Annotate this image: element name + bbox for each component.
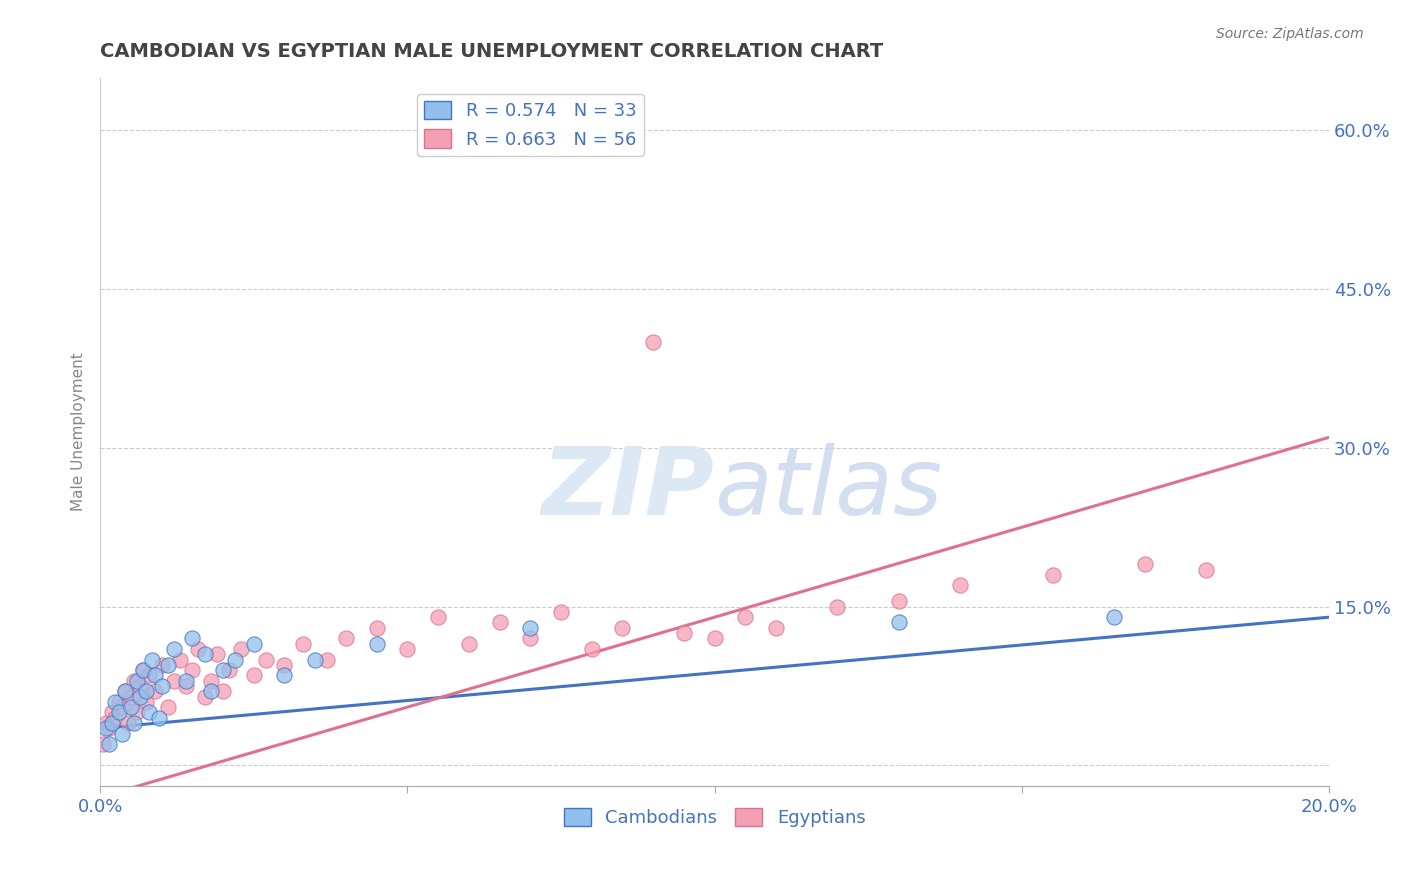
Text: CAMBODIAN VS EGYPTIAN MALE UNEMPLOYMENT CORRELATION CHART: CAMBODIAN VS EGYPTIAN MALE UNEMPLOYMENT … [100,42,883,61]
Point [643,335,665,350]
Point [111,700,134,714]
Point [242,668,264,682]
Point [150,679,173,693]
Legend: Cambodians, Egyptians: Cambodians, Egyptians [557,800,873,834]
Point [129,690,152,704]
Point [335,632,357,646]
Point [949,578,972,592]
Point [550,605,572,619]
Point [231,642,253,657]
Point [887,594,910,608]
Point [612,621,634,635]
Point [765,621,787,635]
Point [242,637,264,651]
Point [218,663,240,677]
Point [148,711,170,725]
Point [120,690,142,704]
Y-axis label: Male Unemployment: Male Unemployment [72,352,86,511]
Point [581,642,603,657]
Point [122,716,145,731]
Point [174,673,197,688]
Point [273,668,295,682]
Point [1102,610,1125,624]
Point [396,642,419,657]
Point [194,647,217,661]
Point [200,673,222,688]
Point [104,695,127,709]
Point [98,737,121,751]
Point [427,610,450,624]
Point [107,695,129,709]
Point [129,679,152,693]
Point [122,673,145,688]
Point [138,668,160,682]
Point [273,657,295,672]
Point [187,642,209,657]
Point [163,642,186,657]
Point [181,632,204,646]
Text: Source: ZipAtlas.com: Source: ZipAtlas.com [1216,27,1364,41]
Point [132,663,155,677]
Point [827,599,849,614]
Point [291,637,314,651]
Point [181,663,204,677]
Point [141,652,163,666]
Point [91,737,114,751]
Point [194,690,217,704]
Point [145,668,167,682]
Point [101,706,124,720]
Point [145,684,167,698]
Point [1042,567,1064,582]
Point [96,721,118,735]
Point [205,647,228,661]
Point [120,700,142,714]
Point [734,610,756,624]
Point [98,721,121,735]
Point [135,684,157,698]
Point [125,706,148,720]
Point [111,726,134,740]
Point [163,673,186,688]
Text: atlas: atlas [714,443,943,534]
Point [457,637,479,651]
Point [224,652,246,666]
Point [104,711,127,725]
Point [1195,563,1218,577]
Point [156,700,179,714]
Point [117,716,139,731]
Point [672,626,695,640]
Point [107,706,129,720]
Point [132,663,155,677]
Point [125,673,148,688]
Point [135,695,157,709]
Point [519,632,541,646]
Point [96,716,118,731]
Point [114,684,136,698]
Point [156,657,179,672]
Point [101,716,124,731]
Point [212,684,235,698]
Point [254,652,277,666]
Point [887,615,910,630]
Text: ZIP: ZIP [541,442,714,534]
Point [366,637,388,651]
Point [212,663,235,677]
Point [200,684,222,698]
Point [114,684,136,698]
Point [304,652,326,666]
Point [366,621,388,635]
Point [174,679,197,693]
Point [703,632,725,646]
Point [150,657,173,672]
Point [316,652,339,666]
Point [519,621,541,635]
Point [488,615,510,630]
Point [138,706,160,720]
Point [169,652,191,666]
Point [1133,558,1156,572]
